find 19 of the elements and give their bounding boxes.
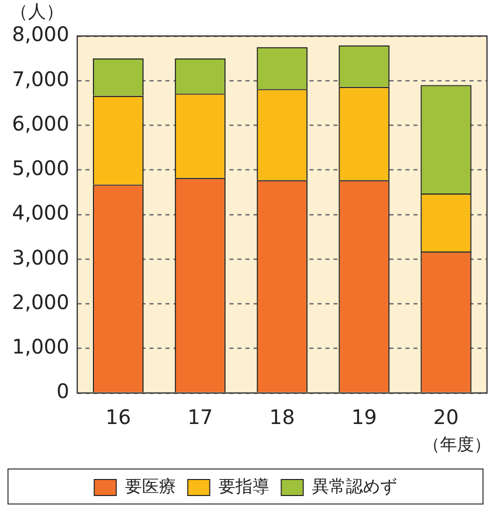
y-tick-label: 5,000 (12, 156, 70, 180)
y-tick-label: 0 (56, 379, 70, 404)
y-tick-label: 6,000 (12, 111, 70, 136)
y-tick-label: 2,000 (12, 290, 70, 314)
legend-label: 要医療 (124, 476, 176, 497)
y-tick-label: 8,000 (12, 22, 70, 46)
legend-label: 異常認めず (312, 476, 397, 497)
x-tick-label: 18 (269, 405, 295, 430)
x-tick-label: 16 (106, 405, 131, 430)
y-tick-label: 4,000 (12, 200, 70, 225)
y-tick-label: 3,000 (12, 245, 70, 270)
x-tick-label: 17 (187, 405, 213, 430)
x-tick-label: 20 (433, 405, 459, 430)
text: （年度） (423, 434, 491, 455)
y-tick-label: 1,000 (12, 334, 70, 359)
y-axis-title: （人） (10, 2, 64, 23)
y-tick-label: 7,000 (12, 66, 70, 91)
legend-label: 要指導 (218, 476, 270, 497)
x-tick-label: 19 (351, 405, 377, 430)
